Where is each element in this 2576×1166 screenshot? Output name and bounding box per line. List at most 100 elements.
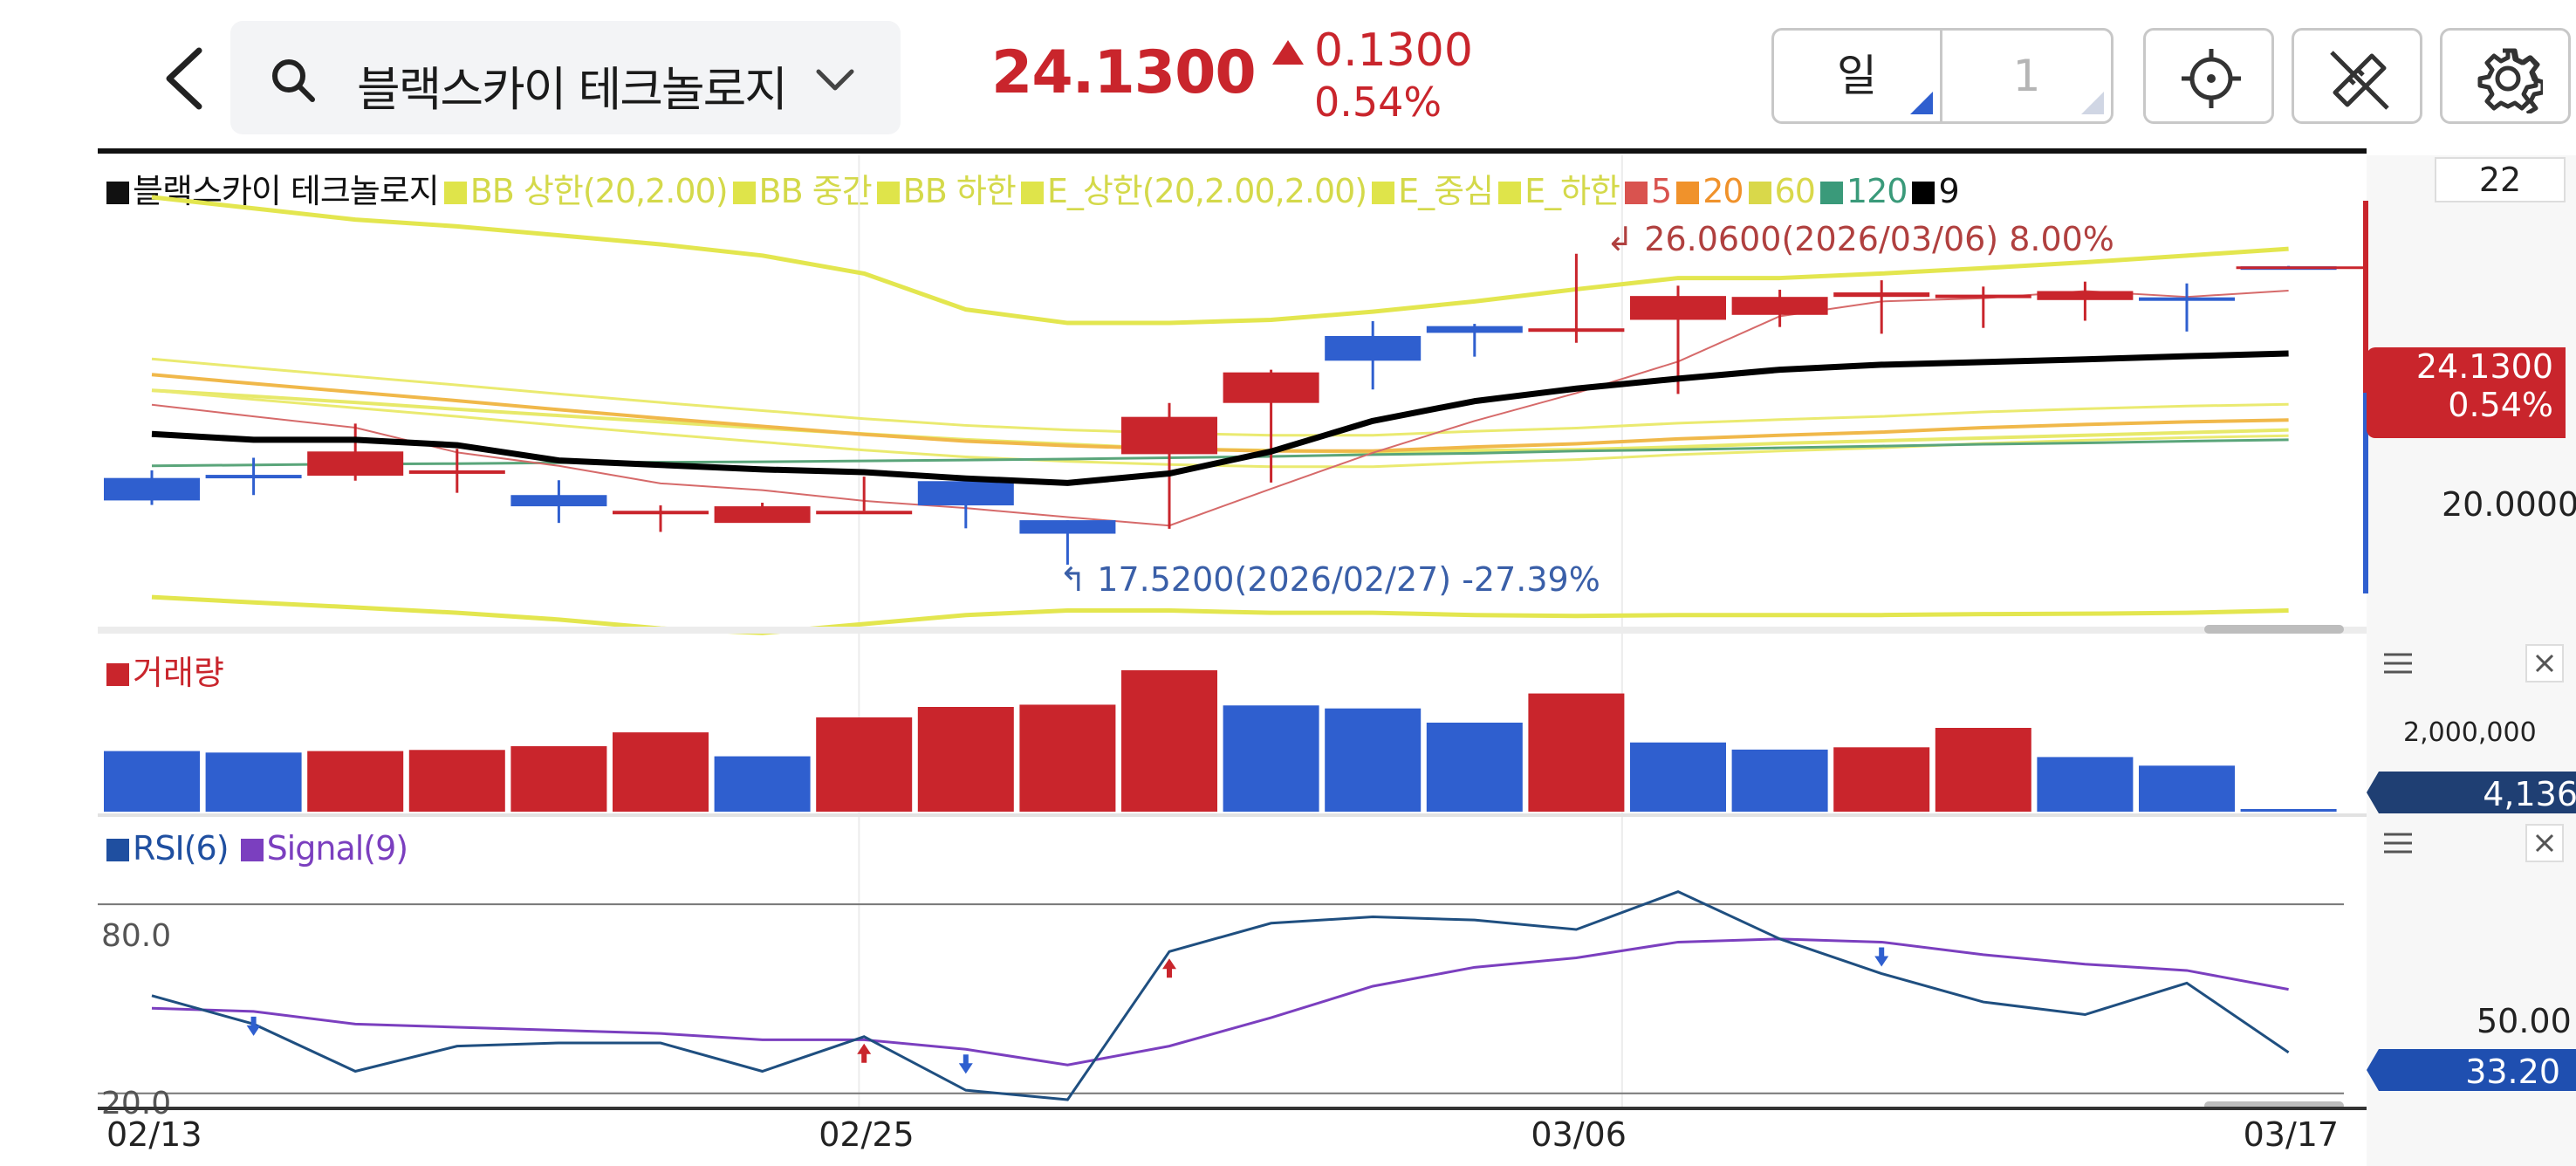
volume-bar xyxy=(104,751,200,812)
price-legend-item: BB 중간 xyxy=(732,164,873,212)
legend-label: 60 xyxy=(1774,172,1816,210)
legend-label: 120 xyxy=(1846,172,1908,210)
legend-swatch xyxy=(1748,182,1771,204)
settings-button[interactable] xyxy=(2440,28,2571,124)
rsi-legend-item: RSI(6) xyxy=(106,829,230,868)
top-value-box: 22 xyxy=(2435,157,2566,202)
rsi-legend: RSI(6) Signal(9) xyxy=(106,829,420,868)
rsi-panel-menu-button[interactable] xyxy=(2381,829,2415,861)
current-volume-tag: 4,136 xyxy=(2367,772,2576,813)
price-legend-item: E_상한(20,2.00,2.00) xyxy=(1020,164,1367,212)
current-volume-tag-shape xyxy=(2367,772,2576,813)
volume-bar xyxy=(1630,742,1726,812)
volume-panel-menu-button[interactable] xyxy=(2381,649,2415,681)
legend-label: BB 하한 xyxy=(902,172,1017,210)
drawing-tools-button[interactable] xyxy=(2292,28,2422,124)
stock-search-box[interactable]: 블랙스카이 테크놀로지 xyxy=(230,21,901,134)
candle-body xyxy=(714,506,811,524)
candle-body xyxy=(1528,328,1625,333)
price-legend-item: BB 하한 xyxy=(876,164,1017,212)
volume-bar xyxy=(1019,704,1116,812)
current-price-tag-percent: 0.54% xyxy=(2448,386,2553,424)
period-count-label: 1 xyxy=(2012,51,2041,101)
legend-label: E_중심 xyxy=(1398,172,1494,210)
period-type-selector[interactable]: 일 xyxy=(1771,28,1942,124)
rsi-panel-close-button[interactable] xyxy=(2525,824,2564,866)
crosshair-button[interactable] xyxy=(2143,28,2274,124)
candle-body xyxy=(307,451,404,477)
ma5-line xyxy=(151,289,2289,527)
high-annotation: ↲ 26.0600(2026/03/06) 8.00% xyxy=(1606,220,2114,258)
legend-swatch xyxy=(1020,182,1044,204)
low-annotation: ↰ 17.5200(2026/02/27) -27.39% xyxy=(1058,560,1600,599)
crosshair-icon xyxy=(2182,49,2241,108)
signal-line xyxy=(151,937,2289,1067)
price-legend-item: 60 xyxy=(1748,172,1816,210)
current-rsi-tag-value: 33.20 xyxy=(2465,1053,2560,1091)
x-axis-label: 03/06 xyxy=(1531,1115,1627,1154)
legend-label: RSI(6) xyxy=(133,829,230,868)
buy-signal-arrow-icon xyxy=(1162,958,1176,978)
volume-bar xyxy=(1121,670,1217,812)
panel-divider xyxy=(98,813,2367,817)
current-price-tag-price: 24.1300 xyxy=(2415,347,2553,386)
ma60-line xyxy=(151,388,2289,454)
legend-label: 9 xyxy=(1938,172,1959,210)
volume-bar xyxy=(1528,693,1625,812)
x-axis-labels: 02/13 02/25 03/06 03/17 xyxy=(0,1115,2367,1159)
volume-panel-close-button[interactable] xyxy=(2525,644,2564,686)
gear-icon xyxy=(2477,48,2543,113)
volume-bar xyxy=(1325,708,1422,812)
dropdown-corner-icon xyxy=(1910,92,1933,114)
candle-body xyxy=(1426,326,1523,333)
close-icon xyxy=(2525,644,2564,682)
price-change: 0.1300 xyxy=(1314,24,1473,77)
legend-swatch xyxy=(443,182,467,204)
rsi-line xyxy=(151,890,2290,1101)
candle-body xyxy=(816,511,913,515)
stock-name: 블랙스카이 테크놀로지 xyxy=(357,62,788,117)
panel-resize-handle[interactable] xyxy=(2204,1101,2344,1110)
legend-swatch xyxy=(1912,182,1935,204)
price-legend-item: 5 xyxy=(1625,172,1672,210)
price-legend-item: 블랙스카이 테크놀로지 xyxy=(106,164,440,212)
price-legend: 블랙스카이 테크놀로지 BB 상한(20,2.00) BB 중간 BB 하한 E_상한(… xyxy=(106,164,1964,212)
buy-signal-arrow-icon xyxy=(857,1043,872,1063)
legend-label: 5 xyxy=(1651,172,1672,210)
legend-swatch xyxy=(1625,182,1648,204)
price-legend-item: BB 상한(20,2.00) xyxy=(443,164,729,212)
legend-swatch xyxy=(1819,182,1843,204)
panel-resize-handle[interactable] xyxy=(2204,625,2344,634)
x-axis-label: 03/17 xyxy=(2243,1115,2340,1154)
price-legend-item: 20 xyxy=(1676,172,1744,210)
price-range-down-bar xyxy=(2363,393,2368,593)
current-volume-tag-value: 4,136 xyxy=(2483,775,2576,813)
volume-bar xyxy=(1833,747,1930,812)
current-rsi-tag: 33.20 xyxy=(2367,1049,2576,1091)
volume-bar xyxy=(510,746,607,812)
volume-bar xyxy=(2037,757,2134,812)
back-button[interactable] xyxy=(148,35,227,122)
sell-signal-arrow-icon xyxy=(958,1054,973,1074)
price-range-up-bar xyxy=(2363,201,2368,393)
volume-legend-swatch xyxy=(106,663,129,686)
header-divider xyxy=(98,148,2367,154)
rsi-axis-label: 50.00 xyxy=(2477,1002,2572,1040)
price-legend-item: 120 xyxy=(1819,172,1908,210)
bb-upper-line xyxy=(151,195,2289,326)
legend-label: E_하한 xyxy=(1524,172,1620,210)
volume-legend-label: 거래량 xyxy=(133,654,224,692)
legend-swatch xyxy=(732,182,756,204)
volume-bar xyxy=(1223,705,1319,812)
period-count-selector[interactable]: 1 xyxy=(1942,28,2114,124)
candle-body xyxy=(1121,416,1217,455)
sell-signal-arrow-icon xyxy=(246,1016,261,1036)
candle-body xyxy=(1833,292,1930,298)
search-icon xyxy=(272,59,315,102)
close-icon xyxy=(2525,824,2564,862)
candle-body xyxy=(917,481,1014,506)
volume-bar xyxy=(1426,723,1523,812)
x-axis-label: 02/25 xyxy=(819,1115,915,1154)
legend-swatch xyxy=(106,839,129,861)
